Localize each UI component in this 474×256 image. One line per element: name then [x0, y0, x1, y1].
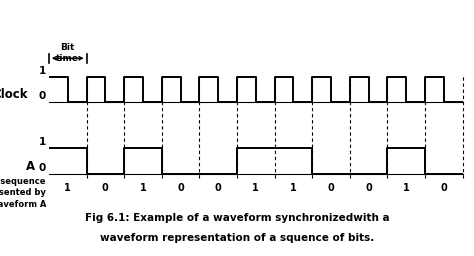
- Text: time: time: [56, 55, 79, 63]
- Text: 0: 0: [365, 183, 372, 193]
- Text: A: A: [26, 160, 35, 173]
- Text: 1: 1: [253, 183, 259, 193]
- Text: Clock: Clock: [0, 88, 28, 101]
- Text: 0: 0: [39, 91, 46, 101]
- Text: 1: 1: [39, 137, 46, 147]
- Text: 0: 0: [102, 183, 109, 193]
- Text: Bit sequence: Bit sequence: [0, 177, 46, 186]
- Text: 1: 1: [290, 183, 297, 193]
- Text: represented by: represented by: [0, 188, 46, 197]
- Text: 0: 0: [39, 163, 46, 173]
- Text: 0: 0: [215, 183, 221, 193]
- Text: Bit: Bit: [61, 44, 75, 52]
- Text: Fig 6.1: Example of a waveform synchronizedwith a: Fig 6.1: Example of a waveform synchroni…: [85, 212, 389, 223]
- Text: 1: 1: [39, 66, 46, 76]
- Text: 1: 1: [139, 183, 146, 193]
- Text: 0: 0: [328, 183, 335, 193]
- Text: waveform representation of a squence of bits.: waveform representation of a squence of …: [100, 233, 374, 243]
- Text: 0: 0: [440, 183, 447, 193]
- Text: waveform A: waveform A: [0, 200, 46, 209]
- Text: 0: 0: [177, 183, 184, 193]
- Text: 1: 1: [64, 183, 71, 193]
- Text: 1: 1: [403, 183, 410, 193]
